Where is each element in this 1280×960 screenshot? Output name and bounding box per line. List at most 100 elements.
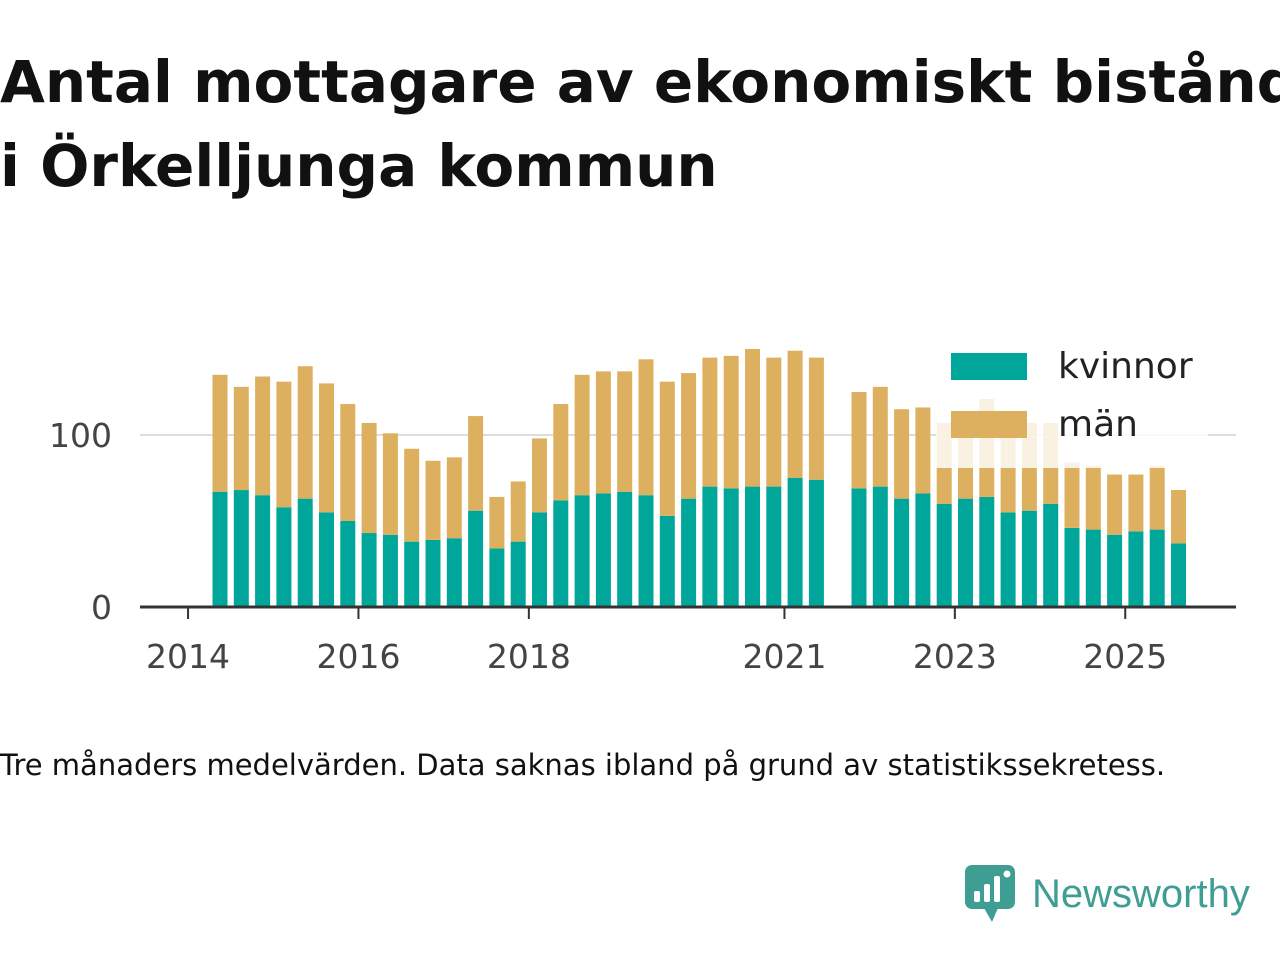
bar-kvinnor: [787, 478, 803, 607]
bar-kvinnor: [1171, 543, 1186, 607]
bar-kvinnor: [532, 512, 547, 607]
bar-kvinnor: [915, 493, 931, 607]
bar-kvinnor: [702, 486, 718, 607]
stacked-bar-chart: 0 100 2014 2016 2018 2021 2023 2025 kvinnor män: [49, 346, 1236, 676]
bar-kvinnor: [233, 490, 249, 607]
bar-män: [723, 355, 739, 489]
brand-logo: Newsworthy: [962, 862, 1280, 926]
bar-män: [382, 433, 398, 535]
y-tick-label: 0: [91, 588, 112, 627]
bar-kvinnor: [1064, 527, 1080, 607]
bar-kvinnor: [1107, 534, 1123, 607]
bar-kvinnor: [574, 495, 590, 607]
bar-män: [745, 349, 760, 487]
bar-kvinnor: [894, 498, 910, 607]
brand-name: Newsworthy: [1032, 871, 1250, 916]
bar-kvinnor: [638, 495, 654, 607]
bar-män: [361, 422, 377, 534]
bar-kvinnor: [319, 512, 334, 607]
bar-män: [1107, 474, 1123, 535]
bar-män: [595, 371, 611, 494]
bar-kvinnor: [595, 493, 611, 607]
bar-män: [446, 457, 462, 539]
bar-kvinnor: [446, 538, 462, 607]
chart-title-line-1: Antal mottagare av ekonomiskt bistånd: [0, 48, 1280, 116]
bar-män: [1171, 490, 1186, 544]
bar-män: [404, 448, 420, 542]
y-tick-label: 100: [49, 416, 112, 455]
bar-män: [851, 392, 867, 489]
bar-kvinnor: [212, 491, 228, 607]
bar-män: [808, 357, 824, 480]
bar-män: [1149, 465, 1165, 530]
bar-män: [574, 374, 590, 496]
bar-män: [1064, 462, 1080, 528]
bar-kvinnor: [681, 498, 697, 607]
bar-män: [894, 409, 910, 499]
bar-män: [255, 376, 271, 496]
bar-kvinnor: [958, 498, 973, 607]
bar-kvinnor: [382, 534, 398, 607]
legend-label-män: män: [1058, 404, 1138, 445]
chart-title-line-2: i Örkelljunga kommun: [0, 132, 718, 200]
x-tick-label: 2016: [316, 637, 400, 676]
bar-kvinnor: [872, 486, 888, 607]
bar-kvinnor: [276, 507, 292, 607]
bar-kvinnor: [936, 503, 952, 607]
bar-män: [468, 416, 484, 511]
bar-män: [1085, 465, 1101, 530]
bar-kvinnor: [1000, 512, 1016, 607]
bar-män: [425, 460, 441, 540]
bar-kvinnor: [510, 541, 526, 607]
bar-män: [915, 407, 931, 494]
bar-män: [489, 496, 505, 549]
bar-kvinnor: [1128, 531, 1144, 607]
bar-män: [553, 404, 569, 501]
bar-män: [297, 366, 313, 499]
bar-kvinnor: [553, 500, 569, 607]
bar-kvinnor: [1149, 529, 1165, 607]
bar-män: [212, 374, 228, 492]
x-tick-label: 2021: [742, 637, 826, 676]
bar-män: [340, 404, 356, 521]
legend-label-kvinnor: kvinnor: [1058, 346, 1193, 387]
bar-kvinnor: [766, 486, 782, 607]
bar-män: [681, 373, 697, 499]
legend-swatch-kvinnor: [951, 353, 1027, 380]
chart-title: Antal mottagare av ekonomiskt bistånd i …: [0, 40, 1280, 208]
bar-kvinnor: [361, 533, 377, 607]
bar-kvinnor: [723, 488, 739, 607]
bar-män: [319, 383, 334, 513]
bar-kvinnor: [979, 496, 995, 607]
legend-swatch-män: [951, 411, 1027, 438]
bar-män: [617, 371, 633, 492]
bar-kvinnor: [255, 495, 271, 607]
bar-kvinnor: [489, 548, 505, 607]
bar-män: [872, 386, 888, 487]
x-tick-label: 2018: [487, 637, 571, 676]
chart-caption: Tre månaders medelvärden. Data saknas ib…: [0, 748, 1166, 782]
bar-kvinnor: [468, 510, 484, 607]
x-tick-label: 2023: [913, 637, 997, 676]
bar-kvinnor: [404, 541, 420, 607]
x-tick-label: 2025: [1083, 637, 1167, 676]
bar-män: [1128, 474, 1144, 532]
bar-kvinnor: [808, 479, 824, 607]
x-tick-label: 2014: [146, 637, 230, 676]
newsworthy-logo-icon: [965, 865, 1015, 922]
axes: 0 100 2014 2016 2018 2021 2023 2025: [49, 416, 1236, 676]
bar-kvinnor: [659, 515, 675, 607]
bar-kvinnor: [617, 491, 633, 607]
bar-män: [510, 481, 526, 542]
bar-män: [659, 381, 675, 516]
bar-kvinnor: [851, 488, 867, 607]
bar-män: [276, 381, 292, 508]
bar-kvinnor: [745, 486, 760, 607]
bar-män: [233, 386, 249, 491]
bar-kvinnor: [1021, 510, 1037, 607]
bar-kvinnor: [340, 521, 356, 607]
bar-kvinnor: [425, 539, 441, 607]
bar-kvinnor: [297, 498, 313, 607]
bar-män: [638, 359, 654, 496]
bar-män: [702, 357, 718, 487]
